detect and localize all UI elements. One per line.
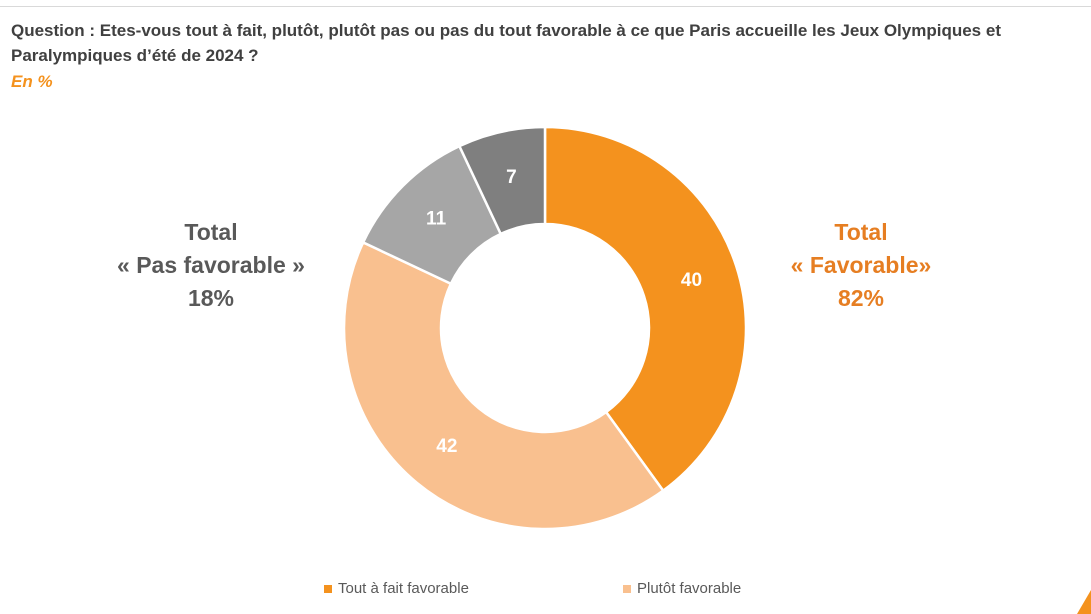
donut-slice-0: [543, 125, 748, 493]
legend-label-tout-a-fait-favorable: Tout à fait favorable: [338, 580, 469, 597]
total-unfavorable-line1: Total: [184, 219, 238, 245]
top-divider: [0, 6, 1091, 7]
total-favorable-line2: « Favorable»: [790, 252, 932, 278]
legend-swatch-tout-a-fait-favorable: [324, 584, 332, 593]
unit-label: En %: [11, 72, 53, 91]
orange-corner-triangle-icon: [1077, 590, 1091, 614]
question-title: Question : Etes-vous tout à fait, plutôt…: [11, 21, 1001, 65]
donut-slice-label-3: 7: [506, 167, 517, 188]
total-favorable-line1: Total: [834, 219, 888, 245]
chart-legend: Tout à fait favorable Plutôt favorable: [0, 580, 1091, 602]
total-favorable: Total « Favorable» 82%: [760, 216, 962, 315]
total-unfavorable-value: 18%: [187, 285, 235, 311]
legend-item-tout-a-fait-favorable: Tout à fait favorable: [324, 580, 469, 597]
donut-slice-label-0: 40: [681, 270, 702, 291]
total-unfavorable-line2: « Pas favorable »: [117, 252, 305, 278]
legend-item-plutot-favorable: Plutôt favorable: [623, 580, 741, 597]
donut-slice-1: [342, 240, 665, 531]
donut-slice-label-2: 11: [426, 209, 447, 230]
legend-label-plutot-favorable: Plutôt favorable: [637, 580, 742, 597]
donut-slice-3: [457, 125, 547, 236]
total-favorable-value: 82%: [837, 285, 885, 311]
donut-slice-label-1: 42: [436, 436, 457, 457]
legend-swatch-plutot-favorable: [623, 584, 631, 593]
total-unfavorable: Total « Pas favorable » 18%: [90, 216, 332, 315]
